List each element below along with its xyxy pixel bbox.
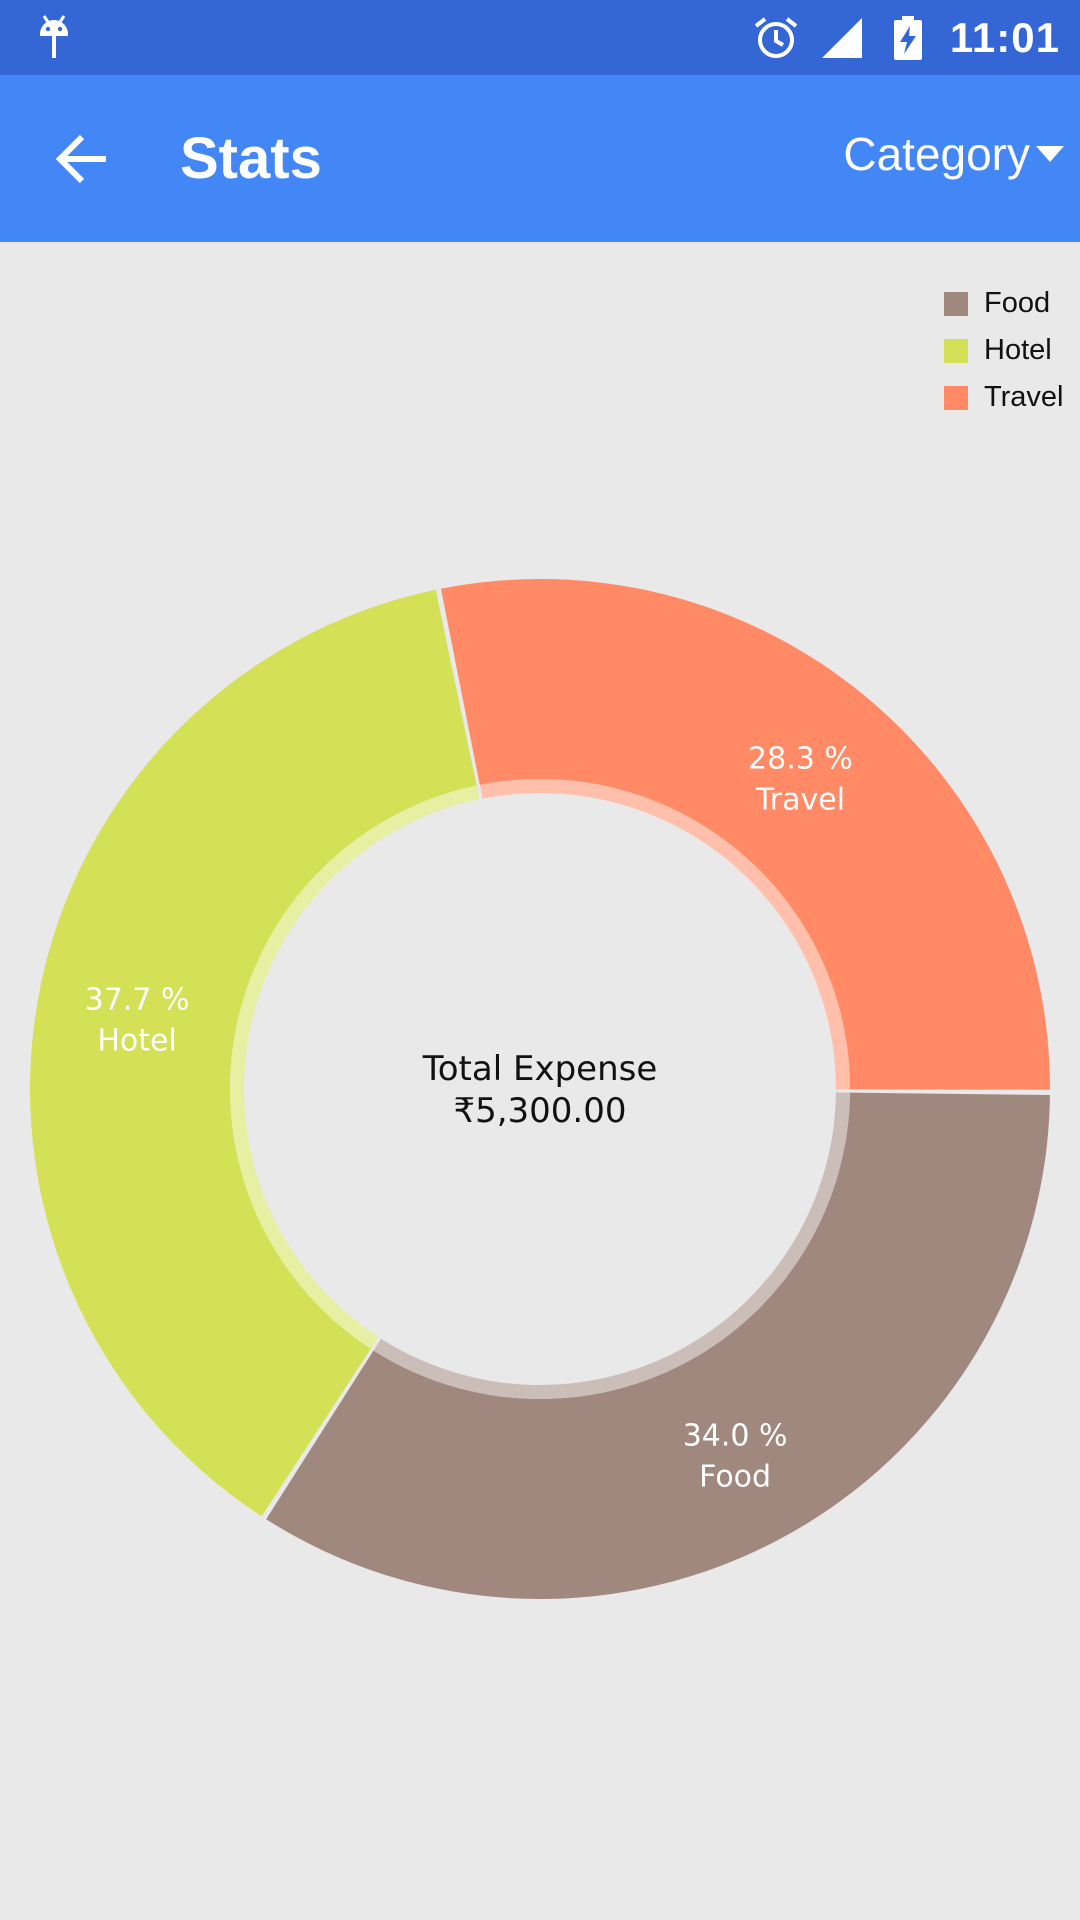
category-dropdown[interactable]: Category (843, 127, 1066, 181)
donut-chart: 28.3 % Travel 34.0 % Food 37.7 % Hotel Total … (0, 560, 1080, 1600)
legend-item-food: Food (944, 280, 1064, 327)
legend-swatch-hotel (944, 338, 968, 363)
legend-item-hotel: Hotel (944, 327, 1064, 374)
back-button[interactable] (48, 123, 120, 195)
legend-label-food: Food (984, 287, 1051, 319)
slice-food-inner-ring (373, 1092, 850, 1399)
slice-food-percent-label: 34.0 % (683, 1419, 788, 1454)
category-dropdown-label: Category (843, 128, 1030, 180)
legend-item-travel: Travel (944, 374, 1064, 421)
donut-chart-svg: 28.3 % Travel 34.0 % Food 37.7 % Hotel Total … (29, 579, 1050, 1600)
slice-food-name-label: Food (699, 1460, 771, 1495)
app-bar: Stats Category (0, 75, 1080, 242)
legend-label-hotel: Hotel (984, 334, 1052, 366)
center-total-label: Total Expense (422, 1049, 658, 1089)
status-bar: 11:01 (0, 0, 1080, 75)
arrow-left-icon (55, 134, 106, 184)
android-icon (40, 15, 68, 58)
center-total-value: ₹5,300.00 (453, 1091, 626, 1131)
slice-travel[interactable] (440, 579, 1050, 1090)
slice-hotel-name-label: Hotel (97, 1023, 176, 1058)
status-time: 11:01 (949, 14, 1060, 61)
slice-travel-percent-label: 28.3 % (748, 741, 853, 776)
legend-label-travel: Travel (984, 381, 1064, 413)
signal-icon (821, 18, 862, 58)
slice-hotel[interactable] (29, 589, 477, 1517)
legend-swatch-travel (944, 385, 968, 410)
legend-swatch-food (944, 291, 968, 316)
battery-charging-icon (893, 16, 922, 60)
slice-travel-name-label: Travel (755, 782, 845, 817)
slice-hotel-inner-ring (230, 785, 480, 1349)
chart-legend: Food Hotel Travel (944, 280, 1064, 421)
page-title: Stats (180, 126, 322, 191)
caret-down-icon (1036, 146, 1064, 162)
slice-food[interactable] (266, 1092, 1050, 1600)
slice-hotel-percent-label: 37.7 % (85, 982, 190, 1017)
alarm-icon (754, 17, 798, 58)
